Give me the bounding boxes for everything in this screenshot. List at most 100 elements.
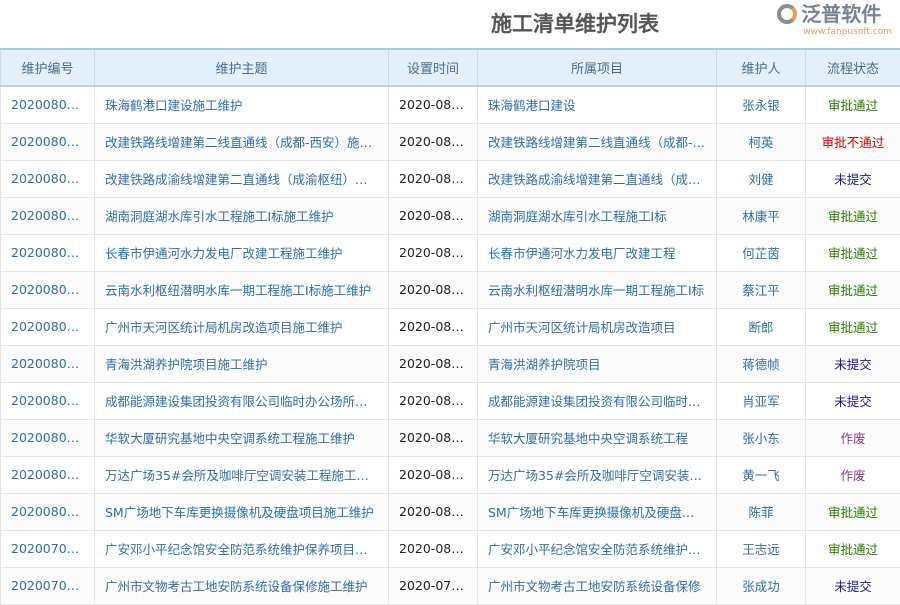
cell-id[interactable]: 2020080011 <box>1 123 95 160</box>
cell-id[interactable]: 2020080009 <box>1 197 95 234</box>
cell-project[interactable]: 广州市天河区统计局机房改造项目 <box>478 308 717 345</box>
cell-id[interactable]: 2020080002 <box>1 456 95 493</box>
cell-topic[interactable]: 云南水利枢纽潜明水库一期工程施工I标施工维护 <box>95 271 389 308</box>
cell-topic[interactable]: 广州市天河区统计局机房改造项目施工维护 <box>95 308 389 345</box>
cell-project[interactable]: 改建铁路线增建第二线直通线（成都-西安） <box>478 123 717 160</box>
cell-date: 2020-08-07 <box>389 271 478 308</box>
cell-status: 审批通过 <box>806 86 900 123</box>
cell-date: 2020-08-20 <box>389 123 478 160</box>
header-date[interactable]: 设置时间 <box>389 49 478 86</box>
cell-project[interactable]: 青海洪湖养护院项目 <box>478 345 717 382</box>
header-project[interactable]: 所属项目 <box>478 49 717 86</box>
cell-topic[interactable]: 湖南洞庭湖水库引水工程施工I标施工维护 <box>95 197 389 234</box>
cell-id[interactable]: 2020080010 <box>1 160 95 197</box>
cell-project[interactable]: 成都能源建设集团投资有限公司临时办公场所 <box>478 382 717 419</box>
cell-status: 未提交 <box>806 382 900 419</box>
cell-id[interactable]: 2020080003 <box>1 419 95 456</box>
cell-person: 何芷茵 <box>717 234 806 271</box>
cell-id[interactable]: 2020070008 <box>1 530 95 567</box>
cell-date: 2020-08-18 <box>389 160 478 197</box>
cell-date: 2020-08-14 <box>389 345 478 382</box>
cell-topic[interactable]: 华软大厦研究基地中央空调系统工程施工维护 <box>95 419 389 456</box>
cell-topic[interactable]: 青海洪湖养护院项目施工维护 <box>95 345 389 382</box>
cell-date: 2020-08-14 <box>389 493 478 530</box>
cell-person: 黄一飞 <box>717 456 806 493</box>
cell-date: 2020-08-16 <box>389 382 478 419</box>
cell-project[interactable]: 广州市文物考古工地安防系统设备保修 <box>478 567 717 604</box>
cell-topic[interactable]: 成都能源建设集团投资有限公司临时办公场所施工维护 <box>95 382 389 419</box>
cell-topic[interactable]: 改建铁路线增建第二线直通线（成都-西安）施工维护 <box>95 123 389 160</box>
page-title: 施工清单维护列表 <box>400 8 750 38</box>
cell-id[interactable]: 2020080001 <box>1 493 95 530</box>
cell-topic[interactable]: 长春市伊通河水力发电厂改建工程施工维护 <box>95 234 389 271</box>
cell-project[interactable]: 长春市伊通河水力发电厂改建工程 <box>478 234 717 271</box>
cell-person: 张小东 <box>717 419 806 456</box>
cell-person: 断郎 <box>717 308 806 345</box>
header-topic[interactable]: 维护主题 <box>95 49 389 86</box>
header-status[interactable]: 流程状态 <box>806 49 900 86</box>
cell-project[interactable]: 珠海鹤港口建设 <box>478 86 717 123</box>
cell-topic[interactable]: 广安邓小平纪念馆安全防范系统维护保养项目施工维护 <box>95 530 389 567</box>
cell-status: 未提交 <box>806 567 900 604</box>
cell-status: 未提交 <box>806 160 900 197</box>
cell-project[interactable]: 云南水利枢纽潜明水库一期工程施工I标 <box>478 271 717 308</box>
cell-project[interactable]: 华软大厦研究基地中央空调系统工程 <box>478 419 717 456</box>
cell-status: 审批通过 <box>806 493 900 530</box>
cell-id[interactable]: 2020080008 <box>1 234 95 271</box>
cell-id[interactable]: 2020070007 <box>1 567 95 604</box>
watermark-logo: 泛普软件 www.fanpusoft.com <box>777 2 892 38</box>
cell-status: 审批通过 <box>806 197 900 234</box>
cell-topic[interactable]: 万达广场35#会所及咖啡厅空调安装工程施工维护 <box>95 456 389 493</box>
cell-date: 2020-08-17 <box>389 456 478 493</box>
cell-status: 审批通过 <box>806 308 900 345</box>
cell-status: 作废 <box>806 419 900 456</box>
cell-date: 2020-08-09 <box>389 234 478 271</box>
cell-project[interactable]: 改建铁路成渝线增建第二直通线（成渝枢纽） <box>478 160 717 197</box>
cell-topic[interactable]: 广州市文物考古工地安防系统设备保修施工维护 <box>95 567 389 604</box>
cell-status: 审批不通过 <box>806 123 900 160</box>
cell-date: 2020-08-19 <box>389 308 478 345</box>
cell-project[interactable]: 万达广场35#会所及咖啡厅空调安装工程 <box>478 456 717 493</box>
cell-project[interactable]: 广安邓小平纪念馆安全防范系统维护保养项目 <box>478 530 717 567</box>
watermark-brand: 泛普软件 <box>801 2 881 26</box>
cell-person: 蔡江平 <box>717 271 806 308</box>
cell-person: 张永银 <box>717 86 806 123</box>
cell-person: 蒋德帧 <box>717 345 806 382</box>
cell-person: 林康平 <box>717 197 806 234</box>
cell-topic[interactable]: 珠海鹤港口建设施工维护 <box>95 86 389 123</box>
cell-id[interactable]: 2020080012 <box>1 86 95 123</box>
cell-project[interactable]: 湖南洞庭湖水库引水工程施工I标 <box>478 197 717 234</box>
cell-id[interactable]: 2020080004 <box>1 382 95 419</box>
cell-person: 刘健 <box>717 160 806 197</box>
cell-date: 2020-08-01 <box>389 530 478 567</box>
cell-id[interactable]: 2020080007 <box>1 271 95 308</box>
cell-topic[interactable]: SM广场地下车库更换摄像机及硬盘项目施工维护 <box>95 493 389 530</box>
cell-date: 2020-08-22 <box>389 419 478 456</box>
cell-status: 审批通过 <box>806 530 900 567</box>
header-person[interactable]: 维护人 <box>717 49 806 86</box>
cell-id[interactable]: 2020080006 <box>1 308 95 345</box>
cell-person: 柯英 <box>717 123 806 160</box>
cell-project[interactable]: SM广场地下车库更换摄像机及硬盘项目 <box>478 493 717 530</box>
cell-date: 2020-08-12 <box>389 197 478 234</box>
cell-date: 2020-08-16 <box>389 86 478 123</box>
cell-status: 作废 <box>806 456 900 493</box>
header-id[interactable]: 维护编号 <box>1 49 95 86</box>
cell-id[interactable]: 2020080005 <box>1 345 95 382</box>
cell-topic[interactable]: 改建铁路成渝线增建第二直通线（成渝枢纽）施工维护 <box>95 160 389 197</box>
